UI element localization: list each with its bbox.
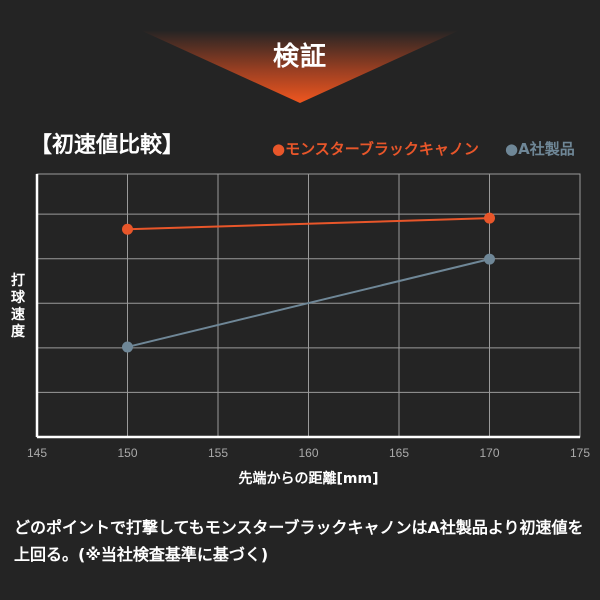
x-axis-label: 先端からの距離[mm] bbox=[239, 470, 379, 487]
data-point-1 bbox=[122, 341, 133, 353]
line-chart: 145 150 155 160 165 170 175 先端からの距離[mm] bbox=[27, 173, 590, 487]
x-tick-label: 165 bbox=[389, 446, 409, 460]
data-point-0 bbox=[122, 223, 133, 235]
chart-title: 【初速値比較】 bbox=[30, 133, 185, 158]
series-line-1 bbox=[127, 258, 490, 348]
data-point-1 bbox=[484, 253, 495, 265]
caption: どのポイントで打撃してもモンスターブラックキャノンはA社製品より初速値を上回る。… bbox=[14, 518, 584, 564]
x-tick-label: 145 bbox=[27, 446, 47, 460]
legend-monster-black-cannon: ●モンスターブラックキャノン bbox=[272, 140, 479, 158]
x-tick-label: 155 bbox=[208, 446, 228, 460]
data-point-0 bbox=[484, 212, 495, 224]
banner-title: 検証 bbox=[272, 42, 327, 72]
x-tick-label: 170 bbox=[479, 446, 499, 460]
x-tick-label: 160 bbox=[298, 446, 318, 460]
y-axis-label: 打球速度 bbox=[11, 273, 25, 340]
x-tick-label: 175 bbox=[570, 446, 590, 460]
x-tick-label: 150 bbox=[117, 446, 137, 460]
banner-arrow bbox=[140, 30, 460, 103]
legend-company-a: ●A社製品 bbox=[505, 140, 575, 158]
series-line-0 bbox=[127, 217, 490, 231]
